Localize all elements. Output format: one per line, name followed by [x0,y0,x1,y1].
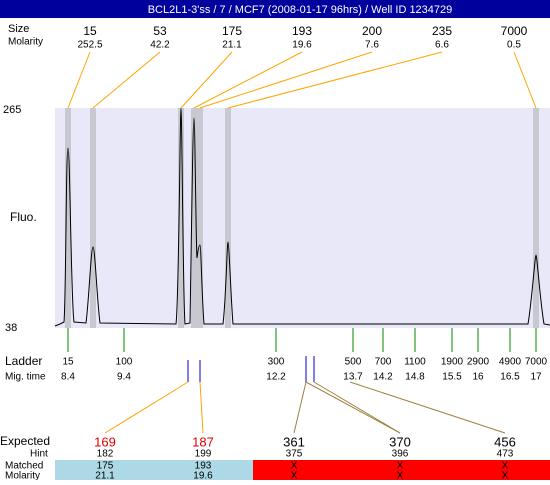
ladder-size: 1900 [441,357,464,368]
connector [313,381,401,434]
ladder-size: 500 [345,357,362,368]
peak-molarity: 19.6 [292,40,312,51]
peak-band [191,108,197,328]
peak-band [178,108,184,328]
ladder-size: 700 [375,357,392,368]
connector [349,381,506,434]
mig-time: 16 [472,372,484,383]
trace [54,107,550,327]
peak-molarity: 6.6 [435,40,449,51]
hint-label: Hint [30,449,48,460]
mig-time: 13.7 [343,372,363,383]
mig-time: 9.4 [117,372,131,383]
expected-size: 187 [192,434,214,449]
ladder-size: 100 [116,357,133,368]
peak-molarity: 0.5 [507,40,521,51]
peak-molarity: 252.5 [77,40,102,51]
mig-time: 16.5 [500,372,520,383]
connector [293,381,307,434]
molarity-label: Molarity [5,471,40,480]
mig-time: 17 [530,372,542,383]
matched-molarity: X [397,471,404,480]
y-axis-label: Fluo. [10,210,37,224]
peak-molarity: 42.2 [150,40,170,51]
hint-size: 396 [392,449,409,460]
expected-label: Expected [0,434,50,448]
molarity-label: Molarity [8,37,43,48]
matched-bg [55,460,253,480]
peak-connector [199,51,373,109]
peak-size: 53 [153,24,167,38]
ladder-size: 300 [268,357,285,368]
ladder-size: 2900 [467,357,490,368]
peak-connector [67,51,91,109]
matched-label: Matched [5,461,43,472]
peak-connector [180,51,233,109]
ladder-size: 4900 [499,357,522,368]
peak-size: 235 [432,24,452,38]
peak-connector [193,51,303,109]
peak-size: 7000 [501,24,528,38]
unmatched-bg [253,460,550,480]
plot-area [55,108,550,328]
expected-size: 370 [389,434,411,449]
matched-molarity: X [502,471,509,480]
peak-size: 15 [83,24,97,38]
peak-molarity: 21.1 [222,40,242,51]
ladder-size: 15 [62,357,74,368]
ladder-size: 7000 [525,357,548,368]
y-max-label: 265 [3,104,21,116]
peak-band [65,108,71,328]
ladder-label: Ladder [5,354,42,368]
peak-band [533,108,539,328]
connector [199,381,204,434]
size-label: Size [8,23,29,35]
mig-time: 14.8 [405,372,425,383]
peak-size: 200 [362,24,382,38]
mig-time: 14.2 [373,372,393,383]
matched-molarity: X [291,471,298,480]
peak-connector [513,51,537,109]
peak-band [90,108,96,328]
connector [104,381,189,434]
matched-size: 175 [97,461,114,472]
matched-molarity: 21.1 [95,471,115,480]
expected-size: 361 [283,434,305,449]
matched-size: X [502,461,509,472]
peak-size: 175 [222,24,242,38]
y-min-label: 38 [5,322,17,334]
hint-size: 473 [497,449,514,460]
peak-molarity: 7.6 [365,40,379,51]
matched-size: X [291,461,298,472]
peak-connector [227,51,443,109]
peak-band [225,108,231,328]
mig-time-label: Mig. time [5,372,46,383]
hint-size: 199 [195,449,212,460]
peak-connector [92,51,161,109]
connector [305,381,401,434]
matched-size: 193 [195,461,212,472]
mig-time: 8.4 [61,372,75,383]
mig-time: 15.5 [442,372,462,383]
title-bar [0,0,550,18]
mig-time: 12.2 [266,372,286,383]
matched-molarity: 19.6 [193,471,213,480]
matched-size: X [397,461,404,472]
peak-band [197,108,203,328]
hint-size: 375 [286,449,303,460]
title: BCL2L1-3'ss / 7 / MCF7 (2008-01-17 96hrs… [148,4,453,16]
expected-size: 456 [494,434,516,449]
ladder-size: 1100 [404,357,426,368]
hint-size: 182 [97,449,114,460]
expected-size: 169 [94,434,116,449]
peak-size: 193 [292,24,312,38]
